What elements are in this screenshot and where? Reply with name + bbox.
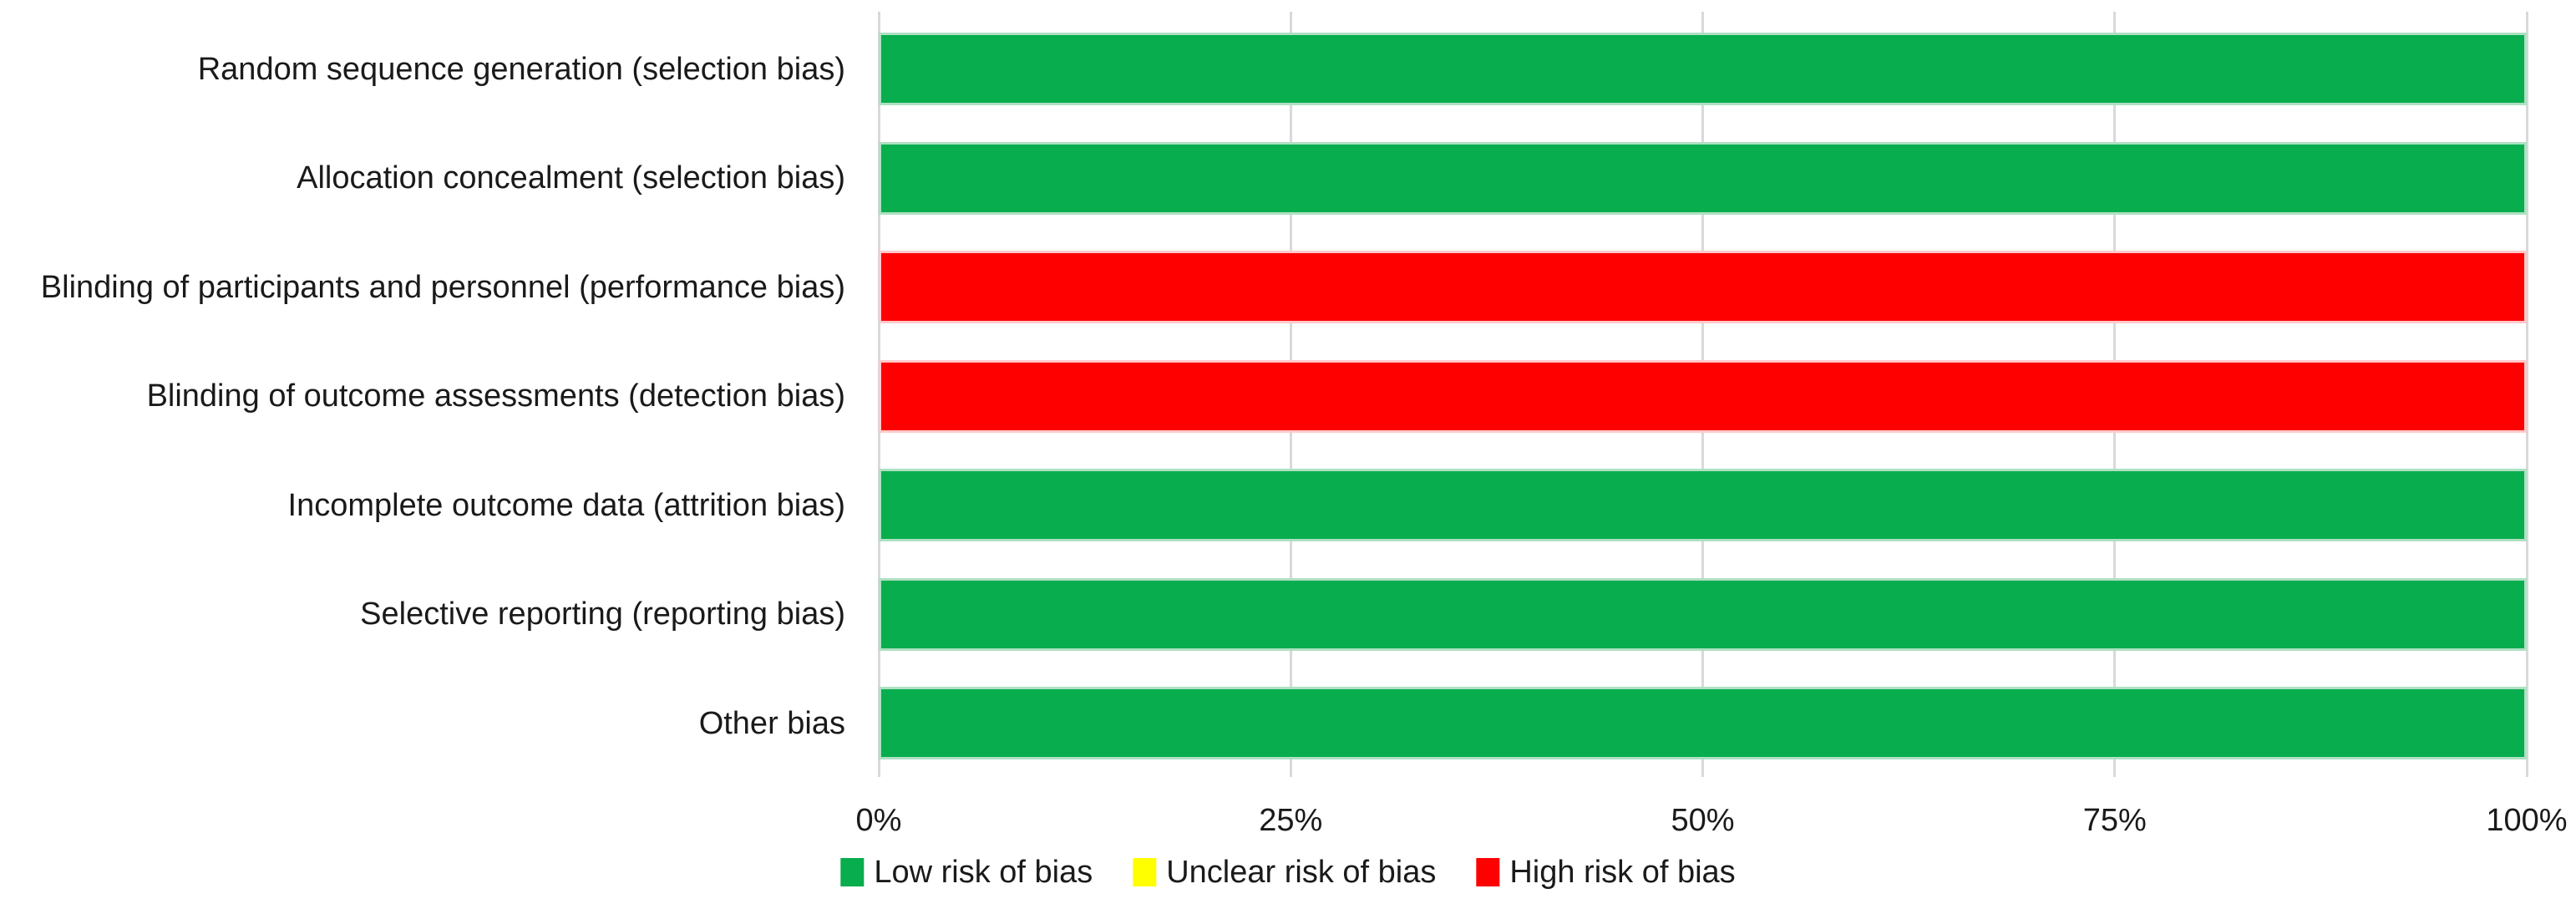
category-label: Blinding of participants and personnel (… (40, 269, 845, 305)
bar-segment-high (879, 359, 2527, 433)
legend-swatch-icon (1476, 858, 1500, 886)
bar-segment-low (879, 687, 2527, 759)
bar-segment-low (879, 577, 2527, 651)
legend-item: High risk of bias (1476, 854, 1736, 891)
x-tick-label: 25% (1259, 803, 1323, 838)
bar-row (879, 577, 2527, 651)
bar-row (879, 687, 2527, 759)
category-label: Other bias (698, 705, 845, 741)
plot-area (877, 12, 2528, 777)
category-label: Random sequence generation (selection bi… (197, 51, 845, 87)
category-label: Incomplete outcome data (attrition bias) (287, 487, 845, 523)
legend-swatch-icon (840, 858, 865, 886)
bar-row (879, 33, 2527, 105)
legend: Low risk of bias Unclear risk of bias High… (840, 851, 1736, 894)
bar-segment-high (879, 251, 2527, 323)
bar-row (879, 469, 2527, 541)
x-tick-label: 50% (1671, 803, 1735, 838)
gridline (2525, 12, 2528, 777)
legend-swatch-icon (1133, 858, 1157, 886)
bar-row (879, 141, 2527, 215)
bar-row (879, 359, 2527, 433)
category-label: Selective reporting (reporting bias) (360, 597, 845, 632)
x-tick-label: 100% (2486, 803, 2568, 838)
legend-label: Low risk of bias (874, 855, 1093, 890)
bar-segment-low (879, 141, 2527, 215)
x-tick-label: 75% (2082, 803, 2147, 838)
category-label: Allocation concealment (selection bias) (297, 160, 845, 196)
legend-label: High risk of bias (1509, 855, 1736, 890)
bar-segment-low (879, 33, 2527, 105)
legend-label: Unclear risk of bias (1166, 855, 1437, 890)
legend-item: Unclear risk of bias (1133, 854, 1436, 891)
bar-segment-low (879, 469, 2527, 541)
category-label: Blinding of outcome assessments (detecti… (146, 378, 845, 414)
x-tick-label: 0% (855, 803, 902, 838)
legend-item: Low risk of bias (840, 854, 1093, 891)
bar-row (879, 251, 2527, 323)
